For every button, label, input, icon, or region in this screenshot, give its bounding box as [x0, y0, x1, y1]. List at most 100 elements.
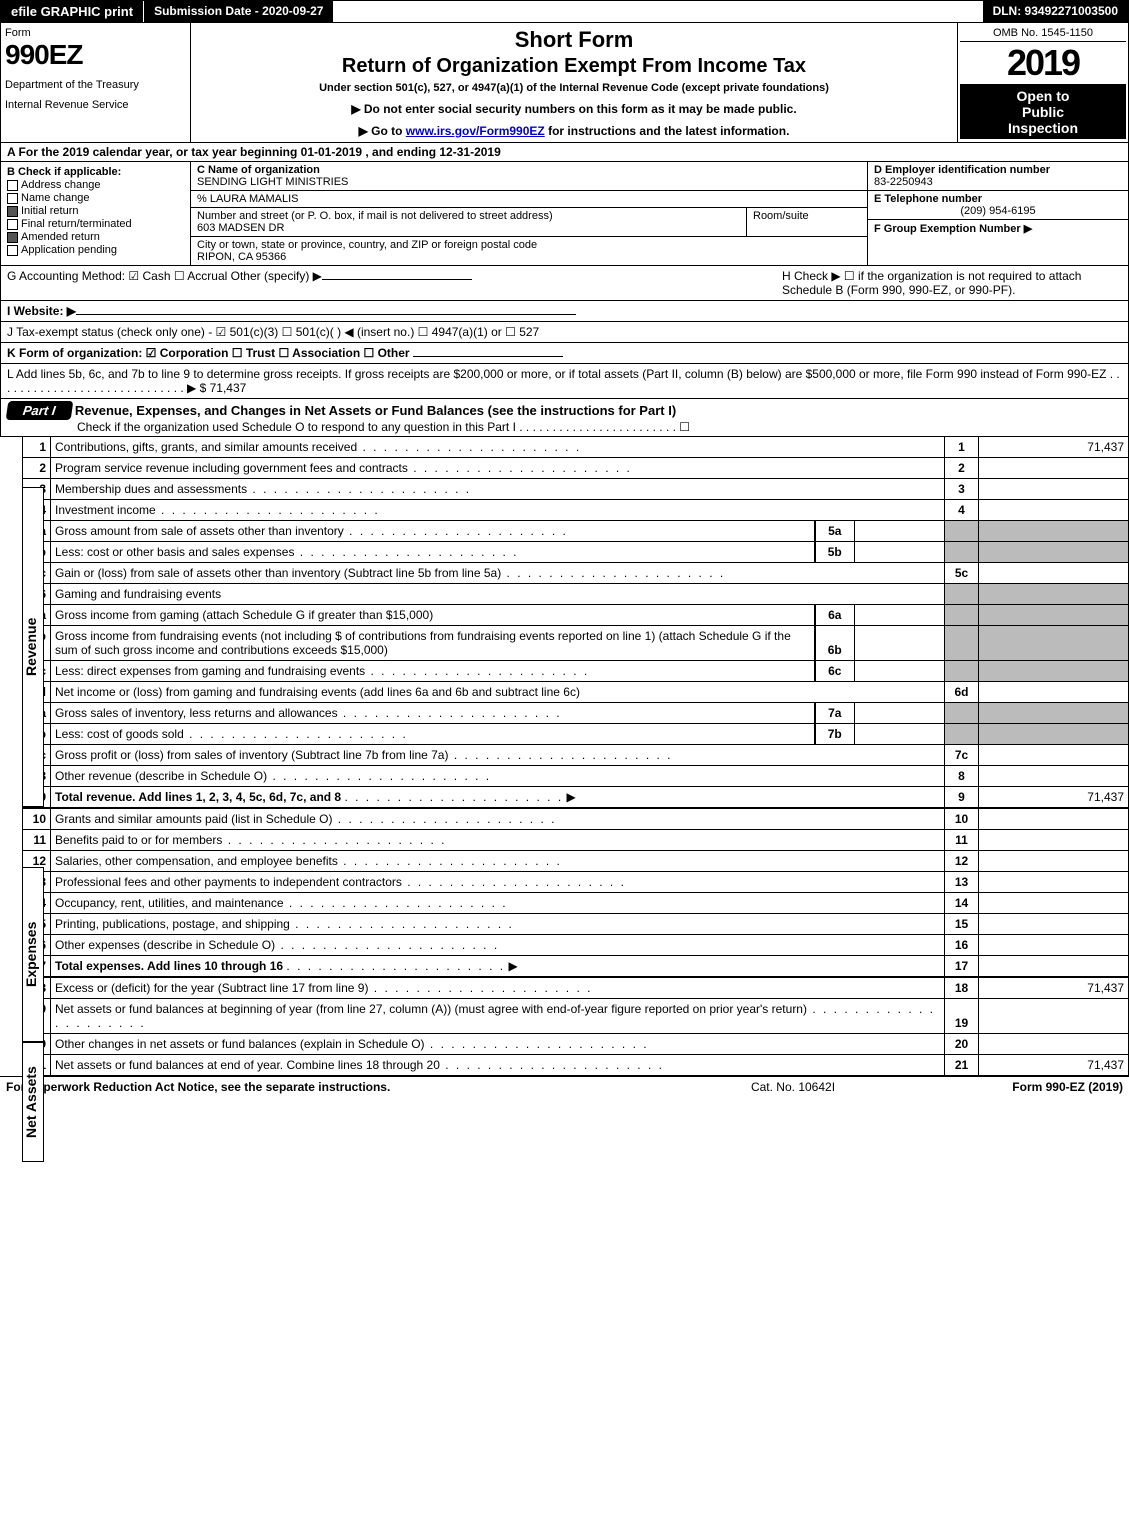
- care-of-row: % LAURA MAMALIS: [191, 191, 867, 208]
- row-19: 19Net assets or fund balances at beginni…: [23, 999, 1129, 1034]
- cat-no: Cat. No. 10642I: [663, 1080, 923, 1094]
- box-b: B Check if applicable: Address change Na…: [1, 162, 191, 265]
- check-final-return[interactable]: Final return/terminated: [7, 218, 184, 230]
- line-g-h: G Accounting Method: ☑ Cash ☐ Accrual Ot…: [0, 266, 1129, 301]
- part-i-header: Part I Revenue, Expenses, and Changes in…: [0, 399, 1129, 437]
- omb-number: OMB No. 1545-1150: [960, 25, 1126, 42]
- amount: [979, 584, 1129, 605]
- subnum: 7b: [815, 724, 855, 745]
- row-15: 15Printing, publications, postage, and s…: [23, 914, 1129, 935]
- desc: Net assets or fund balances at beginning…: [51, 999, 945, 1034]
- lineno: [945, 724, 979, 745]
- row-17: 17Total expenses. Add lines 10 through 1…: [23, 956, 1129, 978]
- amount: [979, 808, 1129, 830]
- amount: [979, 724, 1129, 745]
- amount: [979, 500, 1129, 521]
- amount: [979, 1034, 1129, 1055]
- amount: [979, 766, 1129, 787]
- street-label: Number and street (or P. O. box, if mail…: [197, 210, 553, 222]
- lineno: 9: [945, 787, 979, 809]
- check-amended-return[interactable]: Amended return: [7, 231, 184, 243]
- line-k: K Form of organization: ☑ Corporation ☐ …: [0, 343, 1129, 364]
- accounting-other-input[interactable]: [322, 279, 472, 280]
- subnum: 6b: [815, 626, 855, 661]
- website-input[interactable]: [76, 314, 576, 315]
- org-other-input[interactable]: [413, 356, 563, 357]
- amount: [979, 479, 1129, 500]
- row-20: 20Other changes in net assets or fund ba…: [23, 1034, 1129, 1055]
- box-def: D Employer identification number 83-2250…: [868, 162, 1128, 265]
- desc: Other changes in net assets or fund bala…: [51, 1034, 945, 1055]
- check-label: Application pending: [21, 244, 117, 256]
- num: 11: [23, 830, 51, 851]
- lineno: 17: [945, 956, 979, 978]
- lineno: 7c: [945, 745, 979, 766]
- lineno: 14: [945, 893, 979, 914]
- desc: Other revenue (describe in Schedule O): [51, 766, 945, 787]
- row-3: 3Membership dues and assessments3: [23, 479, 1129, 500]
- desc: Gross profit or (loss) from sales of inv…: [51, 745, 945, 766]
- amount: 71,437: [979, 977, 1129, 999]
- check-initial-return[interactable]: Initial return: [7, 205, 184, 217]
- box-c: C Name of organization SENDING LIGHT MIN…: [191, 162, 868, 265]
- subnum: 7a: [815, 703, 855, 724]
- telephone: (209) 954-6195: [874, 205, 1122, 217]
- street: 603 MADSEN DR: [197, 222, 284, 234]
- desc: Gross income from fundraising events (no…: [51, 626, 815, 661]
- amount: [979, 563, 1129, 584]
- row-10: 10Grants and similar amounts paid (list …: [23, 808, 1129, 830]
- subval: [855, 605, 945, 626]
- line-g-text: G Accounting Method: ☑ Cash ☐ Accrual Ot…: [7, 269, 322, 283]
- row-6d: dNet income or (loss) from gaming and fu…: [23, 682, 1129, 703]
- ssn-note: ▶ Do not enter social security numbers o…: [195, 102, 953, 116]
- desc: Occupancy, rent, utilities, and maintena…: [51, 893, 945, 914]
- amount: [979, 851, 1129, 872]
- street-row: Number and street (or P. O. box, if mail…: [191, 208, 747, 236]
- form-title: Return of Organization Exempt From Incom…: [195, 55, 953, 78]
- tel-label: E Telephone number: [874, 193, 982, 205]
- lineno: 5c: [945, 563, 979, 584]
- lineno: 15: [945, 914, 979, 935]
- row-7c: cGross profit or (loss) from sales of in…: [23, 745, 1129, 766]
- irs-link[interactable]: www.irs.gov/Form990EZ: [406, 124, 545, 138]
- entity-info-row: B Check if applicable: Address change Na…: [0, 162, 1129, 266]
- check-application-pending[interactable]: Application pending: [7, 244, 184, 256]
- header-left: Form 990EZ Department of the Treasury In…: [1, 23, 191, 142]
- subval: [855, 724, 945, 745]
- part-i-label: Part I: [6, 401, 73, 420]
- org-name-row: C Name of organization SENDING LIGHT MIN…: [191, 162, 867, 191]
- amount: [979, 703, 1129, 724]
- lineno: [945, 626, 979, 661]
- amount: [979, 661, 1129, 682]
- short-form-label: Short Form: [195, 27, 953, 53]
- num: 2: [23, 458, 51, 479]
- d1: Gross income from fundraising events (no…: [55, 629, 342, 643]
- tax-year: 2019: [960, 42, 1126, 85]
- open-public-inspection: Open to Public Inspection: [960, 85, 1126, 139]
- check-label: Final return/terminated: [21, 218, 132, 230]
- lineno: 11: [945, 830, 979, 851]
- line-l-text: L Add lines 5b, 6c, and 7b to line 9 to …: [7, 367, 1120, 395]
- amount: 71,437: [979, 787, 1129, 809]
- desc: Excess or (deficit) for the year (Subtra…: [51, 977, 945, 999]
- dots: [344, 790, 563, 804]
- city: RIPON, CA 95366: [197, 251, 286, 263]
- subnum: 6a: [815, 605, 855, 626]
- paperwork-notice: For Paperwork Reduction Act Notice, see …: [6, 1080, 663, 1094]
- desc: Other expenses (describe in Schedule O): [51, 935, 945, 956]
- check-address-change[interactable]: Address change: [7, 179, 184, 191]
- desc: Professional fees and other payments to …: [51, 872, 945, 893]
- lineno: [945, 521, 979, 542]
- ein-row: D Employer identification number 83-2250…: [868, 162, 1128, 191]
- row-18: 18Excess or (deficit) for the year (Subt…: [23, 977, 1129, 999]
- efile-button[interactable]: efile GRAPHIC print: [1, 1, 144, 22]
- check-name-change[interactable]: Name change: [7, 192, 184, 204]
- form-subtitle: Under section 501(c), 527, or 4947(a)(1)…: [195, 82, 953, 94]
- lineno: [945, 605, 979, 626]
- check-label: Initial return: [21, 205, 78, 217]
- lineno: 18: [945, 977, 979, 999]
- check-label: Address change: [21, 179, 101, 191]
- desc: Total expenses. Add lines 10 through 16 …: [51, 956, 945, 978]
- org-name: SENDING LIGHT MINISTRIES: [197, 176, 348, 188]
- ein-label: D Employer identification number: [874, 164, 1050, 176]
